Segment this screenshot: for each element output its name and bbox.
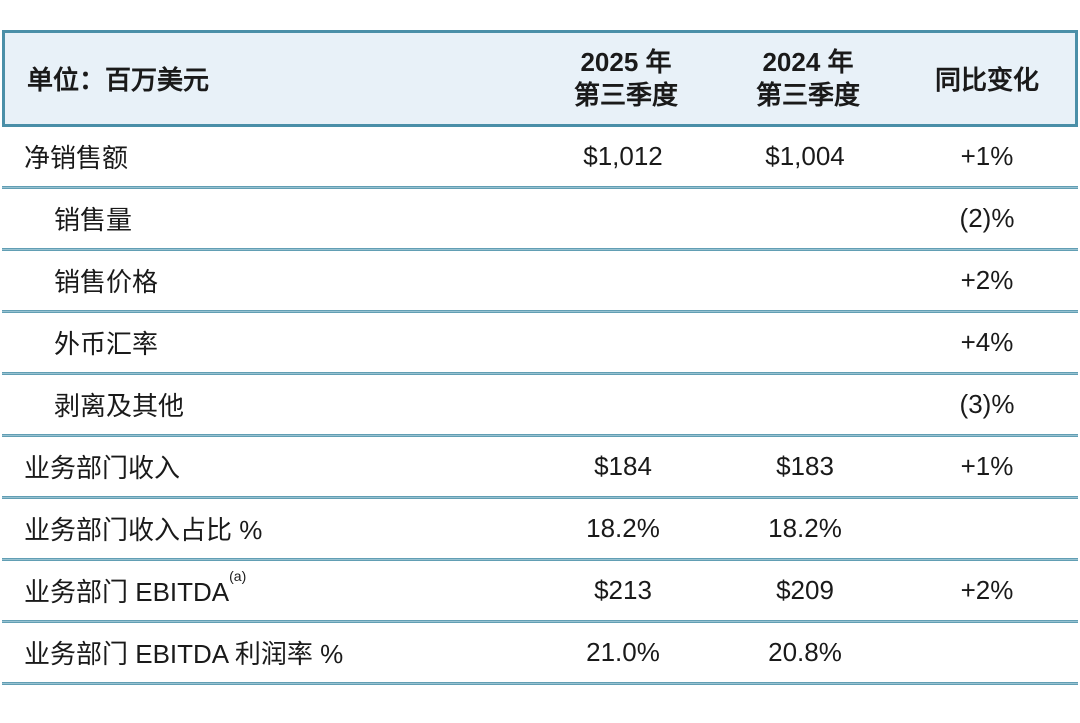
value-q3-2024: $183: [776, 451, 834, 481]
row-label: 剥离及其他: [54, 391, 185, 421]
table-row-segment-income-percent: 业务部门收入占比 % 18.2% 18.2%: [2, 499, 1078, 558]
value-q3-2025: $184: [594, 451, 652, 481]
table-row-segment-income: 业务部门收入 $184 $183 +1%: [2, 437, 1078, 496]
column-header-yoy-change: 同比变化: [934, 65, 1039, 95]
row-divider: [2, 496, 1078, 499]
footnote-marker-a: (a): [229, 568, 247, 585]
row-label-text: 业务部门 EBITDA: [24, 577, 230, 607]
row-divider: [2, 620, 1078, 623]
row-label: 净销售额: [24, 143, 129, 173]
column-header-q3-2025-line1: 2025 年: [580, 46, 672, 77]
value-q3-2024: 20.8%: [768, 637, 842, 667]
value-yoy-change: +2%: [960, 575, 1014, 605]
column-header-q3-2025: 2025 年 第三季度: [535, 46, 717, 112]
column-header-q3-2024: 2024 年 第三季度: [717, 46, 899, 112]
table-row-divestitures-other: 剥离及其他 (3)%: [2, 375, 1078, 434]
table-row-sales-volume: 销售量 (2)%: [2, 189, 1078, 248]
value-yoy-change: +2%: [960, 265, 1014, 295]
column-header-q3-2024-line2: 第三季度: [755, 79, 860, 110]
table-row-sales-price: 销售价格 +2%: [2, 251, 1078, 310]
financial-results-table: 单位：百万美元 2025 年 第三季度 2024 年 第三季度 同比变化 净销售…: [2, 30, 1078, 685]
unit-label: 单位：百万美元: [27, 65, 210, 95]
row-divider: [2, 372, 1078, 375]
row-divider: [2, 248, 1078, 251]
value-yoy-change: +1%: [960, 141, 1014, 171]
row-divider: [2, 186, 1078, 189]
row-label: 业务部门 EBITDA 利润率 %: [24, 639, 344, 669]
row-label: 销售价格: [54, 267, 159, 297]
value-q3-2024: $209: [776, 575, 834, 605]
value-yoy-change: +4%: [960, 327, 1014, 357]
table-row-segment-ebitda-margin: 业务部门 EBITDA 利润率 % 21.0% 20.8%: [2, 623, 1078, 682]
row-label: 业务部门收入: [24, 453, 181, 483]
value-q3-2025: 18.2%: [586, 513, 660, 543]
row-divider: [2, 434, 1078, 437]
row-label: 业务部门收入占比 %: [24, 515, 263, 545]
table-row-net-sales: 净销售额 $1,012 $1,004 +1%: [2, 127, 1078, 186]
row-label: 外币汇率: [54, 329, 159, 359]
table-row-segment-ebitda: 业务部门 EBITDA(a) $213 $209 +2%: [2, 561, 1078, 620]
row-label: 销售量: [54, 205, 133, 235]
value-yoy-change: (3)%: [959, 389, 1015, 419]
value-q3-2025: $213: [594, 575, 652, 605]
value-q3-2025: $1,012: [583, 141, 663, 171]
row-divider: [2, 682, 1078, 685]
row-divider: [2, 558, 1078, 561]
column-header-q3-2024-line1: 2024 年: [762, 46, 854, 77]
value-q3-2025: 21.0%: [586, 637, 660, 667]
row-label: 业务部门 EBITDA(a): [2, 568, 532, 609]
row-divider: [2, 310, 1078, 313]
column-header-q3-2025-line2: 第三季度: [573, 79, 678, 110]
table-header-row: 单位：百万美元 2025 年 第三季度 2024 年 第三季度 同比变化: [2, 30, 1078, 127]
value-q3-2024: $1,004: [765, 141, 845, 171]
value-yoy-change: +1%: [960, 451, 1014, 481]
value-yoy-change: (2)%: [959, 203, 1015, 233]
table-row-foreign-currency: 外币汇率 +4%: [2, 313, 1078, 372]
value-q3-2024: 18.2%: [768, 513, 842, 543]
